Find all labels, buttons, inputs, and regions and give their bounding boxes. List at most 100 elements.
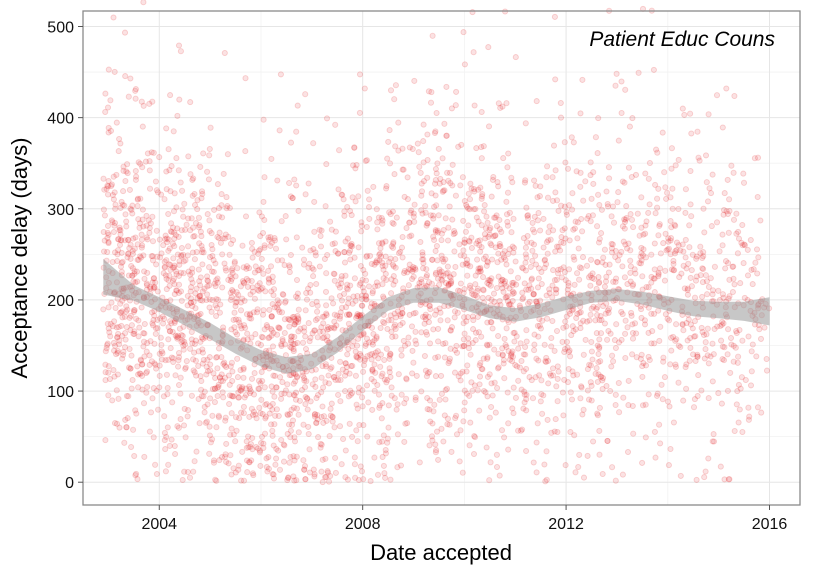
data-point [357,350,364,357]
data-point [430,326,437,333]
data-point [166,245,173,252]
data-point [166,442,173,449]
data-point [361,85,368,92]
data-point [638,314,645,321]
data-point [476,242,483,249]
data-point [409,347,416,354]
data-point [697,243,704,250]
data-point [110,339,117,346]
data-point [204,291,211,298]
data-point [498,228,505,236]
data-point [457,280,464,287]
data-point [268,312,275,320]
data-point [141,320,148,328]
data-point [459,174,466,181]
data-point [411,77,418,84]
data-point [509,290,516,297]
data-point [504,189,512,196]
data-point [170,255,177,262]
data-point [713,219,721,226]
data-point [522,177,529,184]
data-point [431,129,438,137]
data-point [668,334,675,341]
data-point [478,144,485,151]
data-point [688,283,695,290]
data-point [123,218,130,225]
data-point [293,128,300,135]
data-point [117,300,124,307]
data-point [699,279,706,286]
data-point [123,223,130,230]
data-point [176,261,183,268]
data-point [243,311,251,318]
data-point [747,236,754,244]
data-point [204,277,211,284]
data-point [587,256,595,263]
data-point [725,260,732,267]
data-point [111,219,119,227]
data-point [199,349,206,356]
data-point [209,246,216,253]
data-point [446,421,453,428]
data-point [203,371,210,378]
data-point [484,319,491,326]
data-point [206,145,213,153]
data-point [594,311,601,319]
data-point [119,201,126,208]
data-point [731,92,738,100]
data-point [215,205,223,212]
data-point [147,338,154,345]
data-point [579,254,587,261]
data-point [424,220,431,227]
data-point [300,261,308,268]
data-point [508,350,515,357]
data-point [269,278,276,285]
data-point [424,156,431,164]
data-point [686,244,693,251]
data-point [174,423,181,430]
data-point [212,374,219,382]
data-point [348,212,355,219]
data-point [385,317,392,324]
data-point [553,197,561,204]
data-point [177,374,184,381]
data-point [200,393,207,400]
data-point [681,111,688,118]
data-point [462,260,469,267]
data-point [146,361,153,368]
data-point [163,125,170,132]
data-point [369,341,376,348]
data-point [332,376,339,383]
data-point [332,248,339,255]
data-point [125,272,132,279]
data-point [666,403,673,410]
data-point [270,372,277,379]
data-point [658,381,665,388]
data-point [227,363,234,370]
data-point [146,229,153,236]
data-point [471,434,479,441]
data-point [100,206,107,213]
data-point [603,382,610,390]
data-point [599,377,606,384]
data-point [594,410,601,417]
data-point [310,266,317,273]
data-point [675,156,682,163]
data-point [509,348,516,355]
data-point [465,340,472,347]
data-point [531,347,538,354]
data-point [325,478,333,485]
data-point [435,338,442,345]
data-point [170,208,178,215]
data-point [679,241,686,248]
data-point [177,179,184,186]
data-point [209,385,216,393]
data-point [577,309,584,316]
data-point [129,247,136,254]
data-point [538,268,545,276]
data-point [551,13,558,20]
data-point [621,179,628,186]
data-point [362,340,370,347]
data-point [344,235,351,242]
data-point [543,174,550,181]
